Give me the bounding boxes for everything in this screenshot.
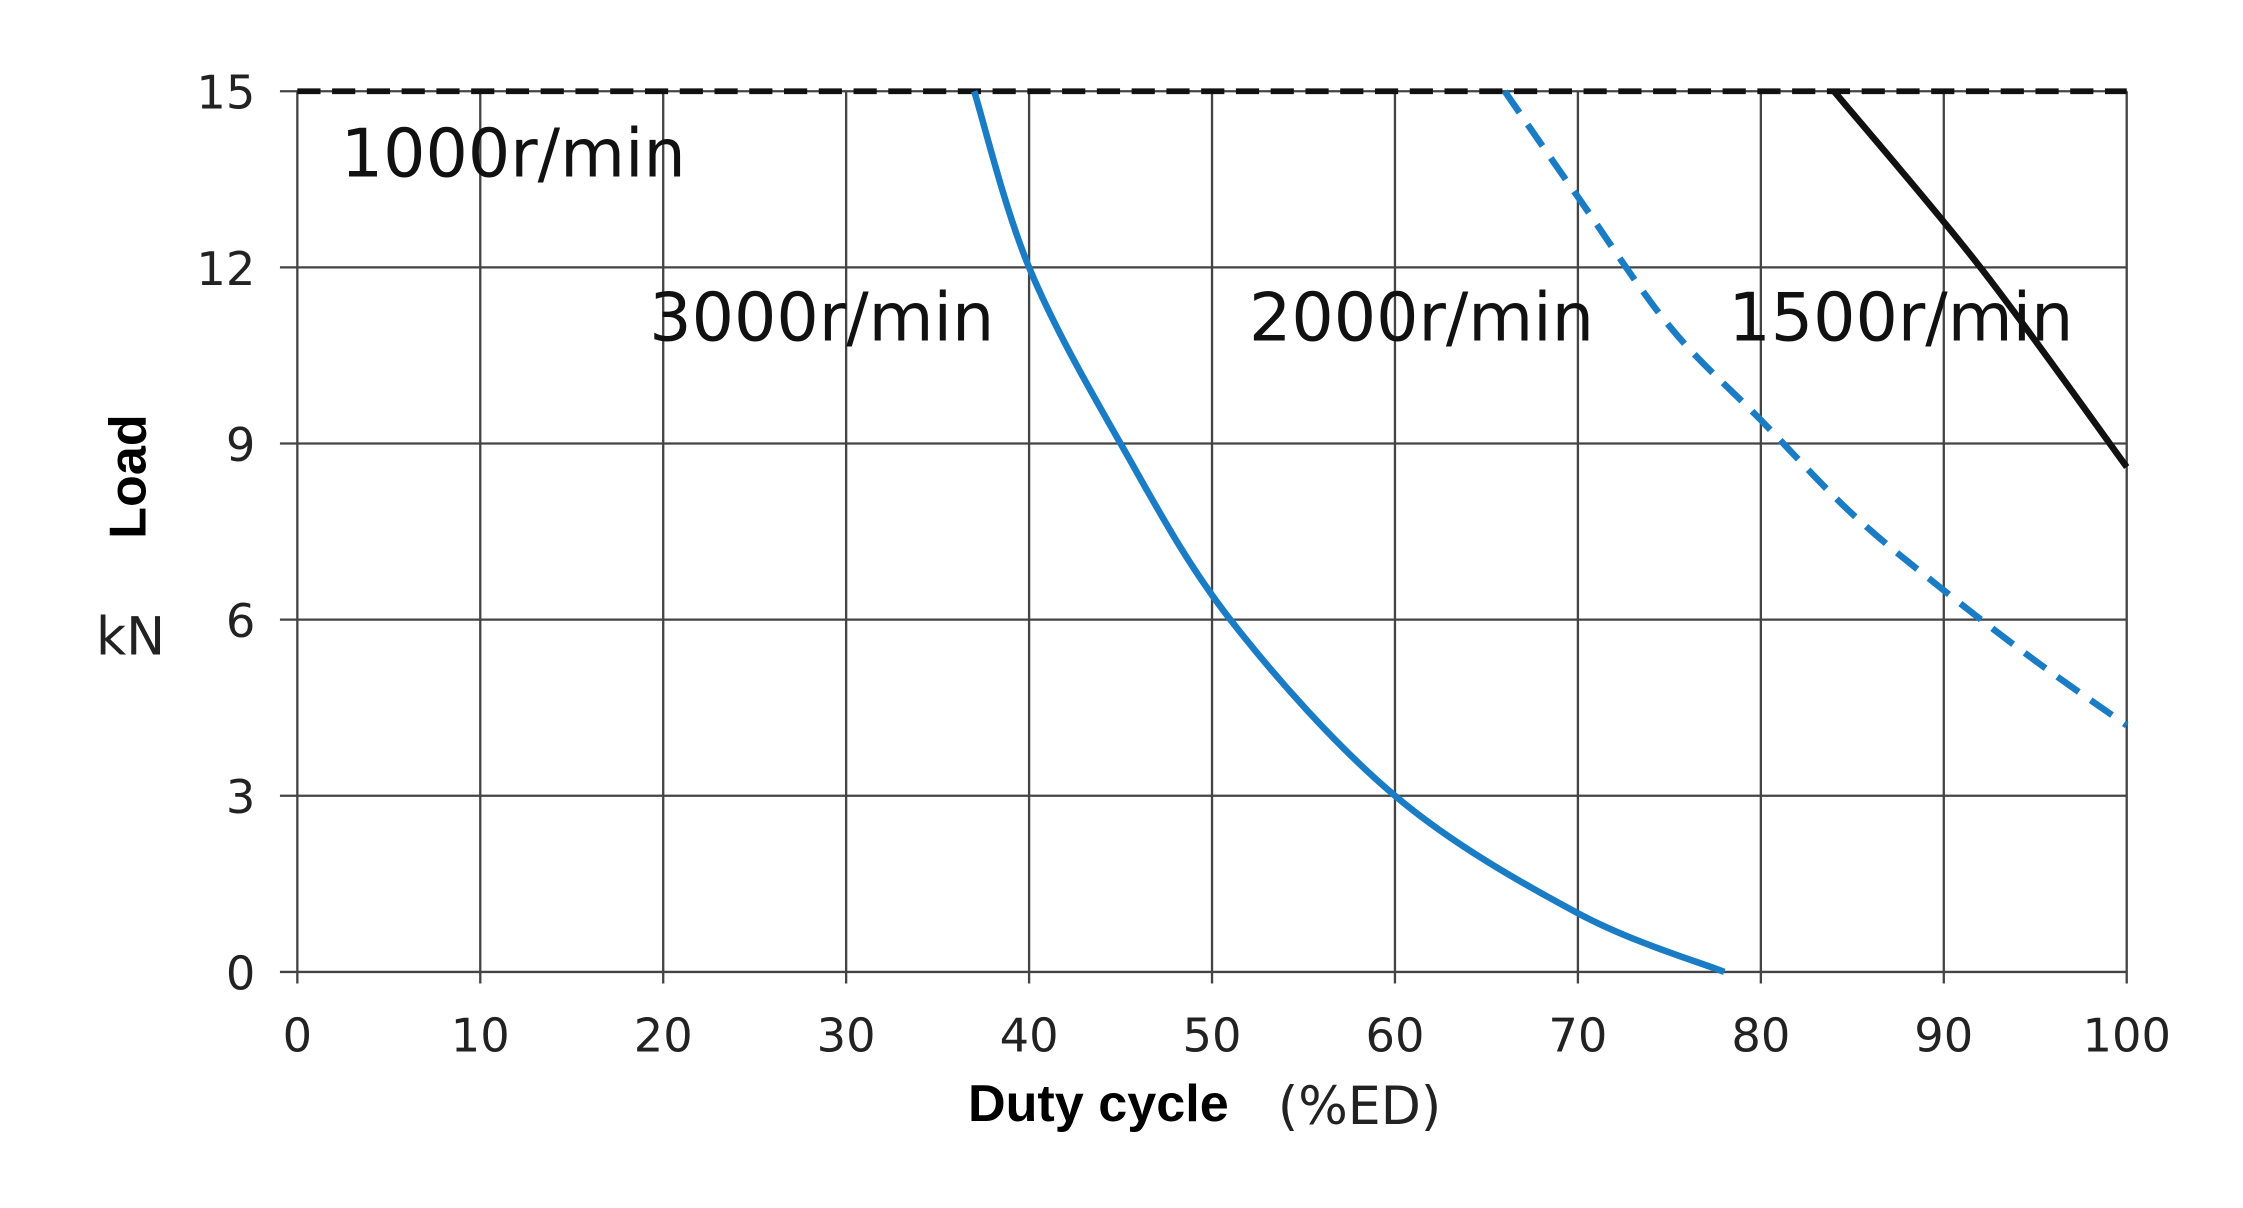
series-layer — [297, 88, 2130, 975]
y-tick-label: 9 — [226, 418, 255, 472]
y-axis-unit: kN — [96, 608, 165, 668]
y-tick-label: 15 — [196, 66, 255, 120]
x-tick-label: 20 — [634, 1009, 693, 1063]
x-tick-label: 90 — [1914, 1009, 1973, 1063]
y-tick-label: 6 — [226, 594, 255, 648]
x-tick-label: 0 — [283, 1009, 312, 1063]
x-tick-label: 40 — [1000, 1009, 1059, 1063]
label-1500rpm: 1500r/min — [1728, 278, 2073, 356]
x-tick-label: 30 — [817, 1009, 876, 1063]
x-tick-label: 100 — [2082, 1009, 2170, 1063]
x-tick-label: 80 — [1731, 1009, 1790, 1063]
y-axis-label: Load — [99, 414, 157, 539]
tick-labels: 0 10 20 30 40 50 60 70 80 90 100 0 3 6 9 12 15 — [196, 66, 2171, 1063]
label-1000rpm: 1000r/min — [341, 115, 686, 193]
x-tick-label: 70 — [1548, 1009, 1607, 1063]
series-line-1500rmin — [1831, 89, 2130, 469]
x-tick-label: 60 — [1365, 1009, 1424, 1063]
label-3000rpm: 3000r/min — [649, 278, 994, 356]
y-tick-label: 12 — [196, 242, 255, 296]
label-2000rpm: 2000r/min — [1249, 278, 1594, 356]
series-line-2000rmin — [1502, 89, 2129, 728]
y-tick-label: 3 — [226, 770, 255, 824]
y-tick-label: 0 — [226, 946, 255, 1000]
x-tick-label: 50 — [1183, 1009, 1242, 1063]
x-tick-label: 10 — [451, 1009, 510, 1063]
series-line-3000rmin — [971, 90, 1726, 975]
x-axis-label: Duty cycle — [968, 1075, 1229, 1133]
x-axis-unit: (%ED) — [1278, 1077, 1441, 1137]
grid — [279, 90, 2128, 984]
